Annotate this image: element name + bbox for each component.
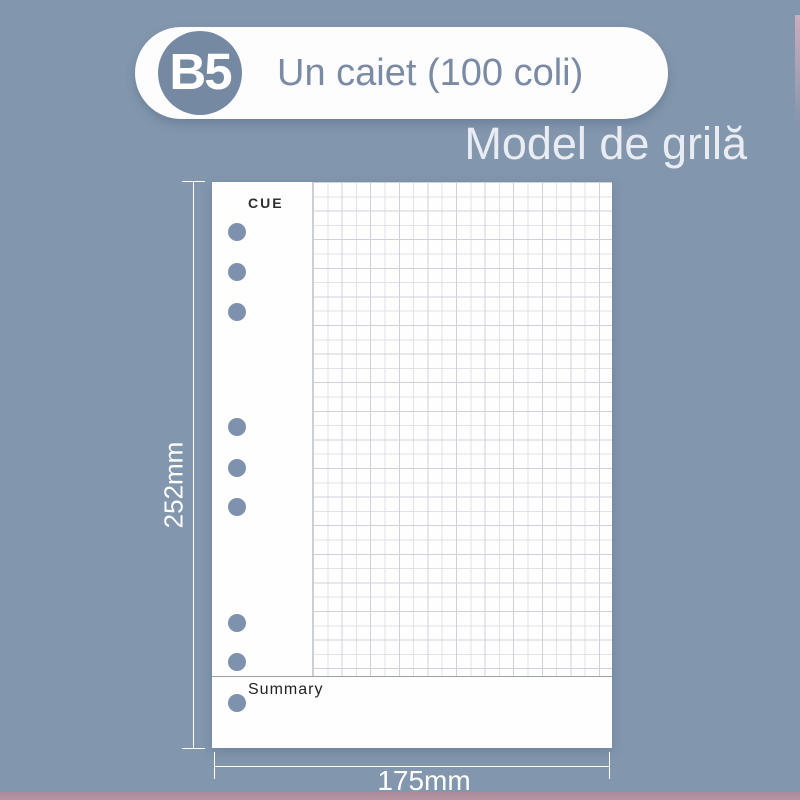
width-dimension-tick-right [609,752,610,779]
summary-divider-line [212,676,612,677]
grid-pattern [312,182,612,676]
binder-hole [228,223,246,241]
size-badge: B5 Un caiet (100 coli) [135,27,668,119]
binder-hole [228,694,246,712]
product-subtitle: Model de grilă [464,118,747,169]
binder-hole [228,303,246,321]
width-dimension-tick-left [214,752,215,779]
cue-label: CUE [248,195,284,211]
binder-hole [228,459,246,477]
width-dimension-label: 175mm [377,765,471,796]
photo-edge-artifact-bottom [0,792,800,800]
height-dimension-cap-bottom [182,748,205,749]
binder-hole [228,418,246,436]
binder-hole [228,263,246,281]
height-dimension-cap-top [182,181,205,182]
paper-sheet: CUE Summary [212,182,612,748]
size-badge-label: B5 [169,42,232,100]
product-title: Un caiet (100 coli) [277,51,584,94]
width-dimension-line [214,766,610,767]
binder-hole [228,653,246,671]
height-dimension-label: 252mm [158,441,189,529]
size-badge-circle: B5 [158,31,242,115]
binder-hole [228,498,246,516]
binder-hole [228,614,246,632]
height-dimension-line [193,181,194,748]
summary-label: Summary [248,681,324,698]
photo-edge-artifact-right [795,15,800,125]
